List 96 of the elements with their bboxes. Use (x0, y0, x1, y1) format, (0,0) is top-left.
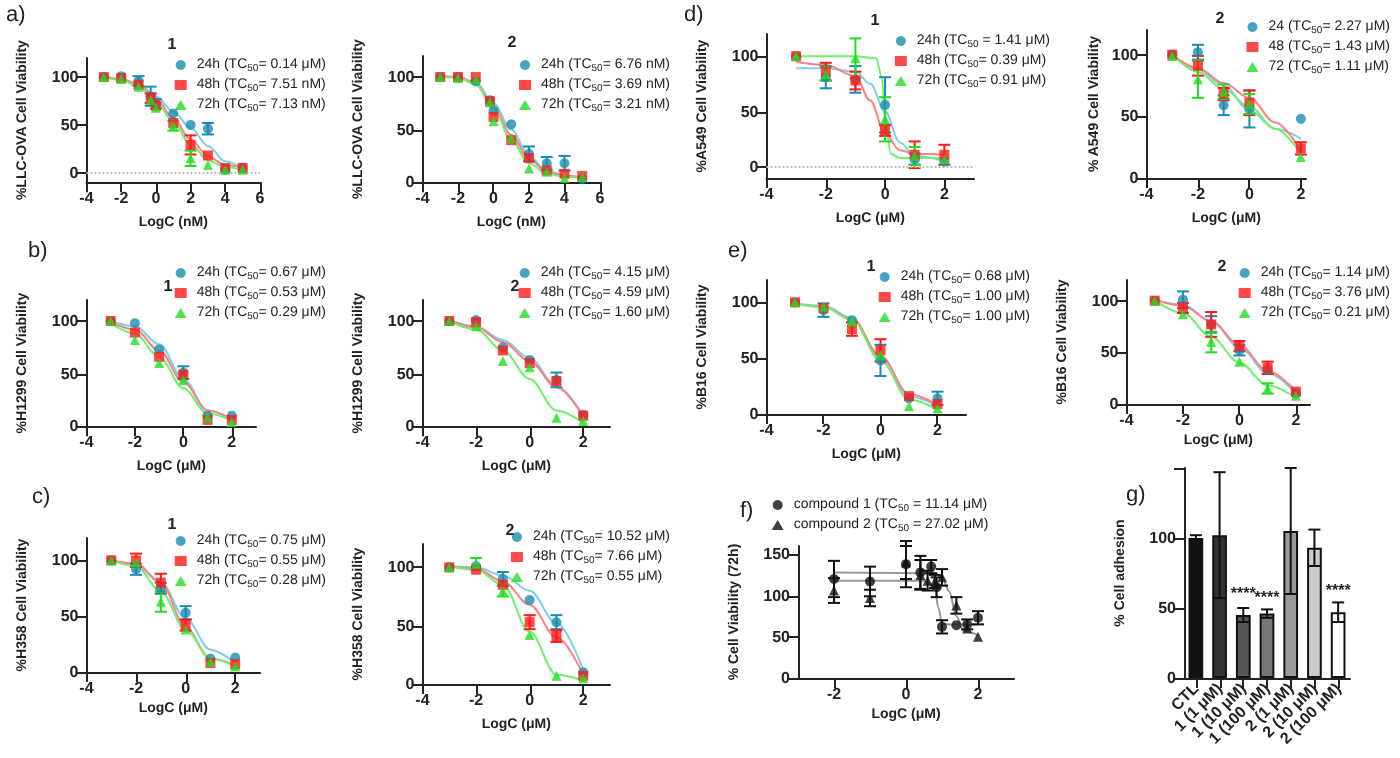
y-tick-label: 50 (60, 607, 80, 626)
x-tick-label: -2 (127, 433, 144, 452)
y-tick-label: 50 (60, 115, 80, 134)
y-tick-label: 100 (1091, 291, 1120, 310)
x-tick-label: 2 (578, 691, 589, 709)
y-tick-label: 100 (51, 68, 80, 87)
chart-title: 1 (163, 277, 174, 295)
y-tick-label: 50 (60, 364, 80, 383)
x-tick-label: 0 (901, 685, 912, 703)
y-tick-label: 100 (51, 312, 80, 331)
y-tick-label: 50 (396, 364, 416, 383)
x-tick-label: 6 (255, 189, 266, 208)
x-tick-label: -2 (468, 691, 485, 709)
x-tick-label: -4 (79, 189, 95, 208)
text: e) (728, 239, 748, 263)
y-tick-label: 50 (1158, 599, 1178, 617)
x-tick-label: 4 (560, 189, 571, 208)
chart-title: 2 (505, 521, 516, 539)
y-tick-label: 100 (731, 47, 760, 66)
text: a) (6, 3, 26, 27)
x-tick-label: -4 (1139, 185, 1155, 203)
x-tick-label: 0 (880, 185, 891, 203)
x-tick-label: -4 (415, 691, 431, 709)
y-tick-label: 100 (731, 293, 760, 312)
y-tick-label: 100 (763, 586, 792, 605)
chart-title: 1 (167, 515, 178, 533)
annotation: **** (1254, 588, 1282, 607)
x-tick-label: 2 (578, 433, 589, 452)
x-tick-label: 2 (939, 185, 950, 203)
annotation: **** (1325, 581, 1353, 600)
text: g) (1126, 483, 1146, 507)
x-tick-label: -4 (415, 189, 431, 208)
x-tick-label: 2 (230, 679, 241, 697)
x-tick-label: 0 (1244, 185, 1255, 203)
y-tick-label: 100 (51, 551, 80, 570)
x-tick-label: 2 (973, 685, 984, 703)
x-tick-label: -4 (1119, 411, 1135, 429)
y-tick-label: 50 (396, 616, 416, 635)
y-tick-label: 50 (740, 349, 760, 368)
x-tick-label: 6 (595, 189, 606, 208)
text: d) (684, 3, 704, 27)
x-tick-label: 2 (1291, 411, 1302, 429)
text: f) (740, 499, 754, 523)
x-tick-label: 4 (220, 189, 231, 208)
x-tick-label: -2 (128, 679, 145, 697)
text: c) (32, 485, 51, 509)
x-tick-label: -2 (826, 685, 843, 703)
x-tick-label: -2 (1190, 185, 1207, 203)
x-tick-label: -2 (1175, 411, 1192, 429)
y-tick-label: 50 (396, 120, 416, 139)
x-tick-label: -4 (79, 433, 95, 452)
x-tick-label: -2 (468, 433, 485, 452)
x-tick-label: 2 (186, 189, 197, 208)
chart-title: 2 (507, 33, 518, 51)
x-tick-label: 2 (524, 189, 535, 208)
y-tick-label: 100 (387, 68, 416, 87)
text: b) (28, 239, 48, 263)
x-tick-label: 2 (933, 421, 944, 439)
chart-title: 1 (866, 257, 877, 275)
x-tick-label: -4 (79, 679, 95, 697)
x-tick-label: 0 (181, 679, 192, 697)
x-tick-label: 2 (227, 433, 238, 452)
x-tick-label: -4 (759, 421, 775, 439)
y-tick-label: 100 (387, 558, 416, 577)
x-tick-label: 0 (489, 189, 500, 208)
y-tick-label: 50 (772, 627, 792, 646)
x-tick-label: -2 (450, 189, 467, 208)
y-tick-label: 150 (763, 545, 792, 564)
x-tick-label: 0 (178, 433, 189, 452)
y-tick-label: 100 (387, 312, 416, 331)
x-tick-label: -4 (759, 185, 775, 203)
y-tick-label: 50 (740, 102, 760, 121)
chart-title: 1 (870, 11, 881, 29)
chart-title: 2 (1217, 257, 1228, 275)
y-tick-label: 0 (1109, 395, 1120, 413)
chart-title: 1 (167, 35, 178, 53)
x-tick-label: -2 (818, 185, 834, 203)
y-tick-label: 0 (1129, 169, 1140, 187)
x-tick-label: -2 (816, 421, 832, 439)
chart-title: 2 (510, 277, 521, 295)
y-tick-label: 0 (69, 663, 80, 681)
x-tick-label: 0 (1234, 411, 1245, 429)
x-tick-label: -4 (415, 433, 431, 452)
x-tick-label: 2 (1296, 185, 1307, 203)
x-tick-label: 0 (151, 189, 162, 208)
x-tick-label: 0 (525, 433, 536, 452)
y-tick-label: 0 (69, 163, 80, 182)
x-tick-label: 0 (525, 691, 536, 709)
y-tick-label: 100 (1149, 529, 1178, 547)
y-tick-label: 50 (1100, 343, 1120, 362)
y-tick-label: 50 (1120, 107, 1140, 126)
x-tick-label: -2 (114, 189, 130, 208)
y-tick-label: 100 (1111, 45, 1140, 64)
y-tick-label: 0 (749, 157, 760, 176)
chart-title: 2 (1215, 9, 1226, 27)
x-tick-label: 0 (876, 421, 887, 439)
